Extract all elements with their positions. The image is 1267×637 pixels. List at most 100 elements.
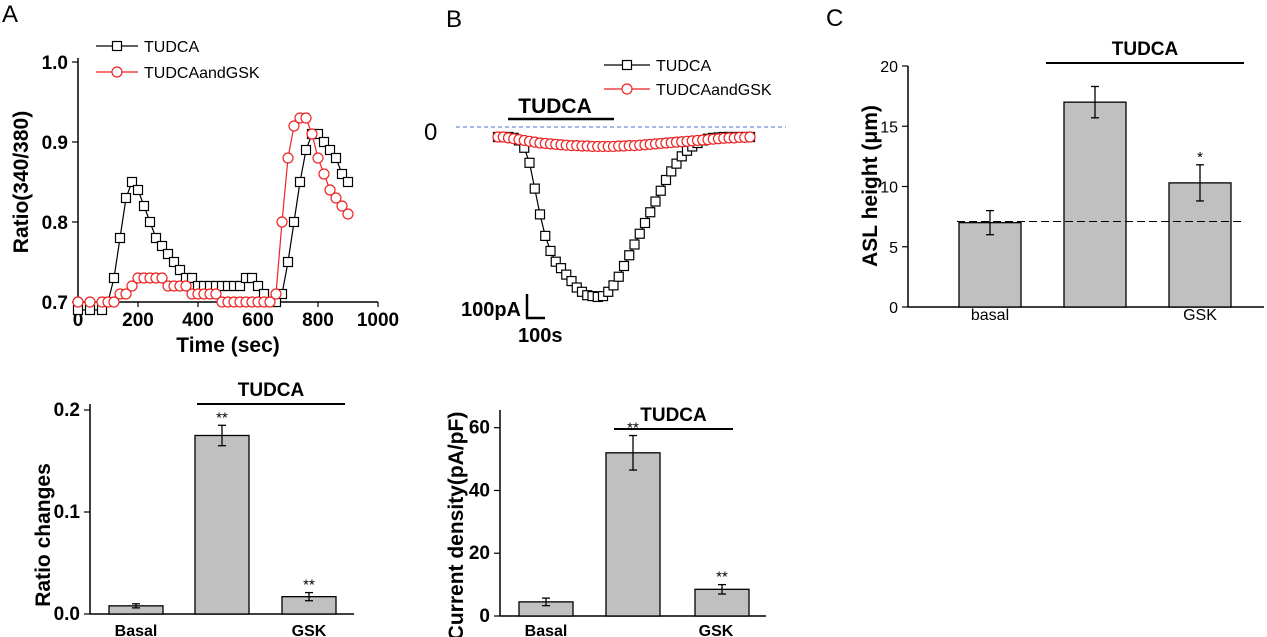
bar [194, 434, 250, 615]
data-point [144, 216, 156, 228]
y-tick-label: 0.0 [54, 604, 80, 625]
data-point [150, 232, 162, 244]
panel-label-a: A [2, 1, 18, 28]
data-point [72, 296, 84, 308]
panel-label-b: B [446, 6, 462, 33]
data-point [629, 239, 640, 250]
data-point [555, 263, 567, 274]
data-point [660, 174, 672, 186]
data-point [180, 280, 192, 292]
y-tick-label: 0.2 [54, 400, 80, 421]
panel-label-c: C [826, 5, 843, 32]
y-tick-label: 0.1 [54, 502, 81, 523]
y-tick-label: 20 [469, 543, 490, 564]
scale-bar-y-label: 100pA [461, 299, 521, 321]
significance-label: ** [216, 409, 228, 426]
data-point [126, 176, 138, 188]
data-point [744, 131, 756, 143]
y-tick-label: 0.8 [42, 213, 68, 234]
y-tick-label: 15 [880, 119, 898, 136]
data-point [342, 176, 354, 188]
y-axis-label: ASL height (μm) [859, 105, 882, 267]
data-point [162, 248, 174, 260]
data-point [114, 232, 126, 244]
data-point [671, 158, 682, 169]
category-label: Basal [115, 623, 158, 637]
data-point [330, 192, 342, 204]
significance-label: ** [716, 569, 728, 586]
data-point [608, 280, 619, 291]
data-point [336, 200, 348, 212]
x-tick-label: 400 [182, 310, 214, 331]
significance-label: ** [303, 577, 315, 594]
data-point [120, 288, 132, 300]
data-point [336, 168, 348, 180]
data-point [264, 296, 276, 308]
data-point [624, 250, 635, 261]
data-point [108, 296, 120, 308]
data-point [270, 288, 282, 300]
y-tick-label: 0.7 [42, 293, 68, 314]
data-point [655, 185, 666, 196]
data-point [276, 216, 288, 228]
data-point [650, 196, 661, 207]
data-point [306, 128, 318, 140]
category-label: GSK [699, 623, 734, 637]
stimulus-label: TUDCA [518, 95, 592, 118]
data-point [120, 192, 132, 204]
y-tick-label: 0 [889, 300, 898, 317]
data-point [566, 275, 577, 287]
data-point [613, 271, 624, 282]
y-tick-label: 0.9 [42, 133, 68, 154]
data-point [634, 228, 645, 239]
scale-bar-x-label: 100s [518, 325, 563, 347]
data-point [234, 280, 246, 292]
data-point [676, 151, 687, 162]
data-point [645, 207, 656, 218]
y-tick-label: 5 [889, 240, 898, 257]
panel-b-current-trace: 0 TUDCA TUDCA TUDCAandGSK 100pA 100s [424, 58, 786, 347]
data-point [524, 157, 535, 168]
data-point [324, 144, 336, 156]
category-label: GSK [292, 623, 327, 637]
data-point [300, 112, 312, 124]
data-point [126, 280, 138, 292]
data-point [288, 120, 300, 132]
legend-marker [621, 59, 633, 71]
tudca-bracket-label: TUDCA [238, 380, 305, 401]
x-tick-label: 800 [302, 310, 334, 331]
x-tick-label: 200 [122, 310, 154, 331]
panel-a-ratio-bars: 0.0 0.1 0.2 Ratio changes Basal ** ** GSK TUDCA [32, 380, 354, 637]
data-point [330, 152, 342, 164]
data-point [132, 184, 144, 196]
legend-label: TUDCA [656, 58, 711, 75]
data-point [84, 296, 96, 308]
data-point [138, 200, 150, 212]
category-label: basal [971, 307, 1009, 324]
data-point [618, 260, 630, 272]
data-point [550, 256, 561, 267]
legend-label: TUDCAandGSK [144, 65, 260, 82]
data-point [288, 216, 300, 228]
y-axis-label: Ratio changes [32, 463, 55, 607]
data-point [318, 136, 330, 148]
data-point [324, 184, 336, 196]
data-point [666, 166, 677, 177]
data-point [156, 272, 168, 284]
data-point [534, 209, 546, 220]
data-point [168, 256, 180, 268]
panel-c-asl-bars: 0 5 10 15 20 ASL height (μm) basal * GSK TUDCA [859, 39, 1264, 324]
data-point [561, 269, 572, 280]
tudca-bracket-label: TUDCA [640, 405, 707, 426]
data-point [639, 217, 651, 229]
data-point [312, 152, 324, 164]
data-point [540, 230, 551, 241]
data-point [246, 272, 258, 284]
y-tick-label: 10 [880, 180, 898, 197]
significance-label: * [1197, 149, 1203, 166]
y-tick-label: 0 [479, 606, 490, 627]
baseline-zero-label: 0 [424, 119, 437, 146]
tudca-bracket-label: TUDCA [1112, 39, 1179, 60]
